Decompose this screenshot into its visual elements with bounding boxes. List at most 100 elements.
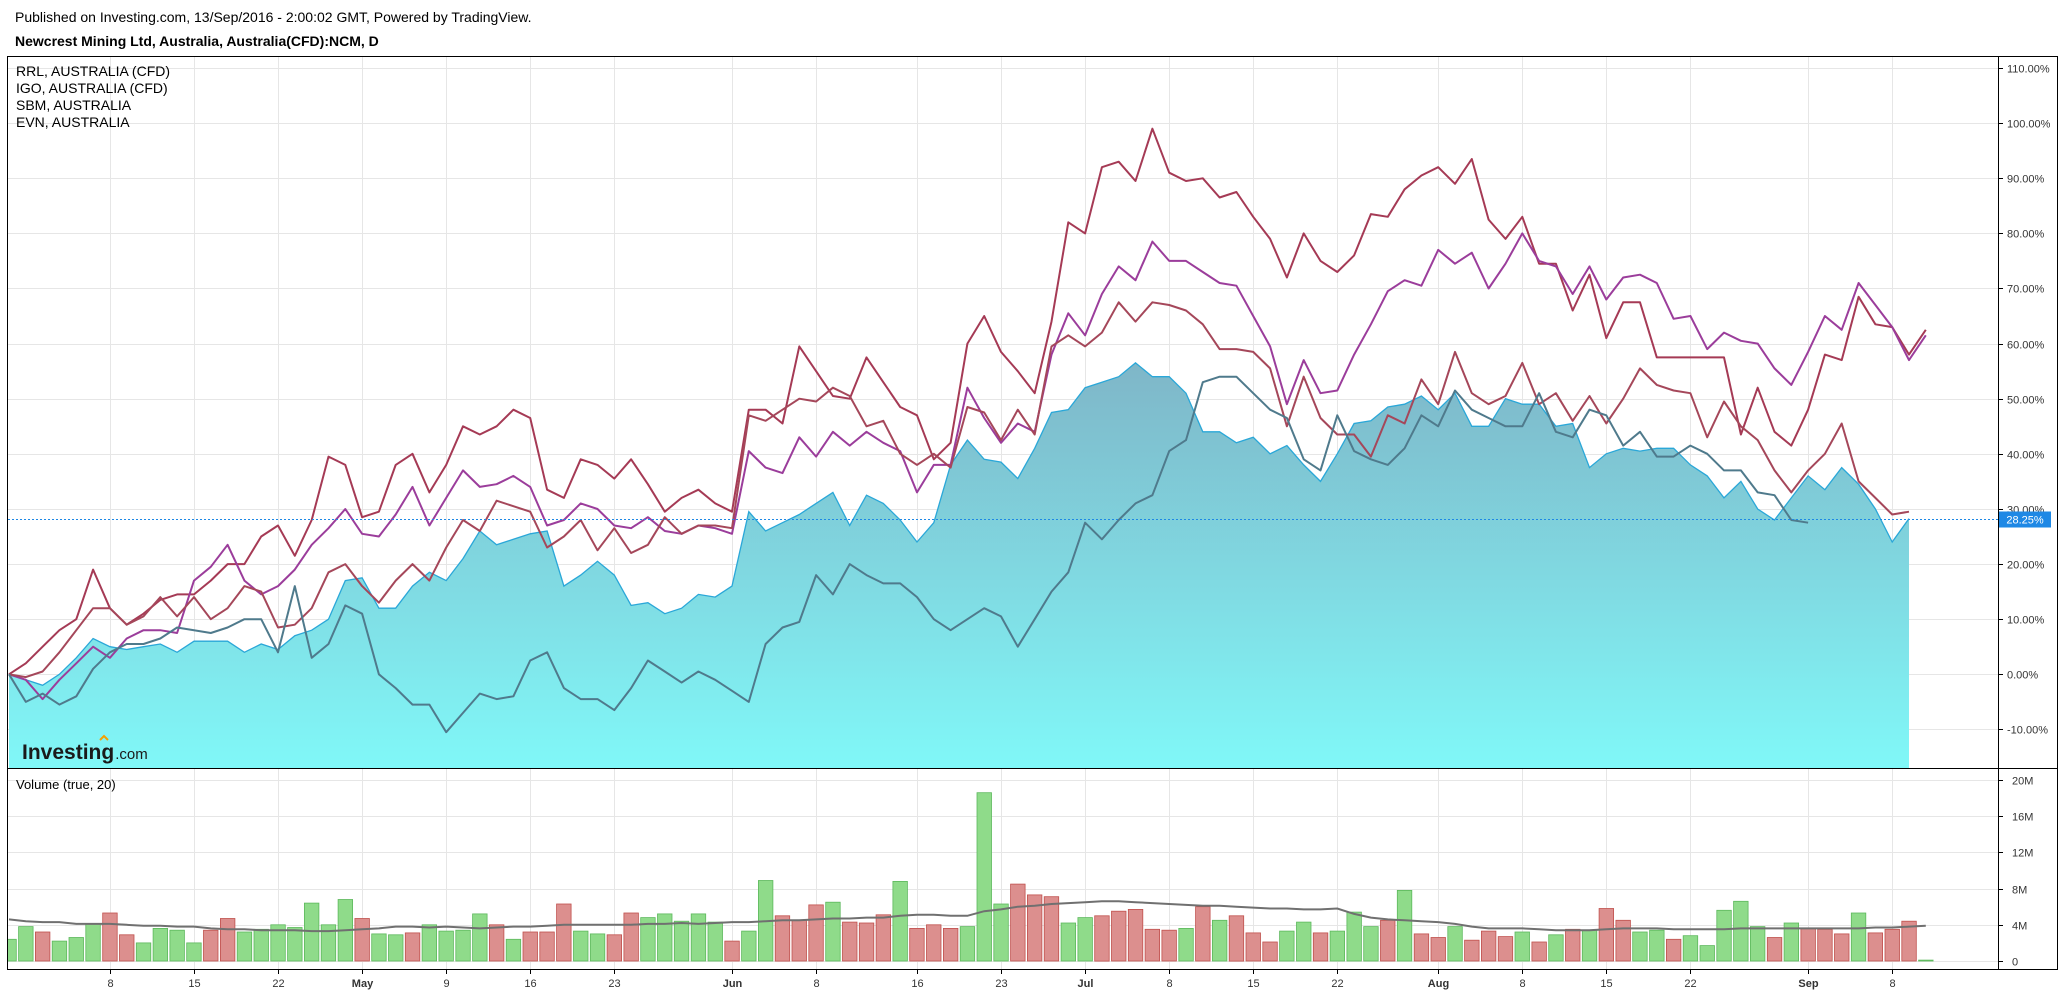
- volume-bar: [135, 942, 152, 962]
- volume-bar: [8, 938, 17, 962]
- ytick-label: 0.00%: [2007, 670, 2038, 682]
- xtick-label: 22: [1684, 978, 1696, 990]
- ytick-label: 60.00%: [2007, 340, 2045, 352]
- volume-bar: [1800, 928, 1816, 962]
- xtick-label: 23: [995, 978, 1007, 990]
- volume-bar: [1497, 936, 1514, 962]
- volume-bar: [18, 926, 34, 962]
- ytick-label: 100.00%: [2007, 119, 2051, 131]
- xtick-label: 23: [608, 978, 620, 990]
- line-rrl: [8, 127, 1927, 676]
- volume-bar: [1161, 929, 1177, 962]
- volume-bar: [1733, 900, 1749, 962]
- volume-bar: [774, 915, 791, 962]
- line-evn: [8, 375, 1809, 734]
- volume-bar: [102, 912, 118, 962]
- xtick-label: Jun: [723, 978, 743, 990]
- volume-bar: [1043, 896, 1060, 962]
- volume-ytick-label: 16M: [2012, 812, 2033, 824]
- xtick-label: Aug: [1428, 978, 1449, 990]
- volume-bar: [875, 914, 891, 962]
- volume-bar: [1245, 932, 1261, 962]
- ytick-label: 50.00%: [2007, 395, 2045, 407]
- volume-bar: [1632, 931, 1648, 962]
- ytick-label: 110.00%: [2007, 64, 2050, 76]
- volume-bar: [203, 929, 219, 962]
- volume-bar: [51, 940, 68, 962]
- volume-bar: [690, 913, 707, 962]
- volume-bar: [1699, 945, 1715, 962]
- xtick-label: 16: [524, 978, 536, 990]
- xtick-label: 8: [1166, 978, 1172, 990]
- last-value-badge: [1999, 511, 2051, 528]
- logo-suffix: .com: [115, 746, 148, 763]
- volume-bar: [1127, 909, 1144, 962]
- volume-bar: [1346, 911, 1362, 962]
- volume-bar: [1077, 917, 1093, 962]
- xtick-label: 16: [911, 978, 923, 990]
- xtick-label: 8: [107, 978, 113, 990]
- volume-bar: [1396, 890, 1413, 962]
- xtick-label: 8: [1519, 978, 1525, 990]
- volume-bar: [1884, 928, 1900, 962]
- volume-bar: [85, 923, 101, 962]
- volume-bar: [35, 931, 51, 962]
- volume-bar: [270, 924, 286, 962]
- investing-logo: Investing .com: [22, 734, 148, 764]
- volume-bar: [505, 938, 522, 962]
- xtick-label: 15: [1247, 978, 1259, 990]
- volume-bar: [556, 903, 572, 962]
- volume-bar: [1783, 922, 1799, 962]
- legend-entry: RRL, AUSTRALIA (CFD): [16, 63, 170, 79]
- volume-bar: [1867, 932, 1883, 962]
- volume-bar: [606, 934, 622, 962]
- volume-bar: [236, 931, 253, 962]
- volume-bar: [1531, 941, 1547, 962]
- xtick-label: 8: [1889, 978, 1895, 990]
- volume-bar: [1027, 894, 1043, 962]
- volume-bar: [825, 901, 841, 962]
- ytick-label: 10.00%: [2007, 615, 2045, 627]
- volume-bar: [354, 918, 370, 962]
- volume-bar: [438, 930, 454, 962]
- volume-plot: [8, 792, 1934, 962]
- volume-bar: [371, 933, 387, 962]
- legend-entry: SBM, AUSTRALIA: [16, 97, 132, 113]
- xtick-label: 22: [1331, 978, 1343, 990]
- volume-bar: [791, 919, 807, 962]
- legend: RRL, AUSTRALIA (CFD)IGO, AUSTRALIA (CFD)…: [16, 63, 170, 130]
- volume-bar: [68, 937, 84, 962]
- ytick-label: 70.00%: [2007, 284, 2045, 296]
- xtick-label: 15: [188, 978, 200, 990]
- volume-bar: [253, 928, 269, 962]
- volume-bar: [1447, 926, 1463, 962]
- volume-bar: [1548, 934, 1564, 962]
- volume-title: Volume (true, 20): [16, 777, 116, 792]
- xtick-label: May: [352, 978, 374, 990]
- volume-bar: [1766, 937, 1783, 962]
- volume-bar: [943, 928, 959, 962]
- ytick-label: -10.00%: [2007, 725, 2048, 737]
- volume-bar: [707, 921, 723, 962]
- volume-bar: [472, 913, 488, 962]
- area-fill-newcrest: [9, 362, 1909, 768]
- volume-bar: [1094, 915, 1110, 962]
- volume-bar: [976, 792, 992, 962]
- volume-bar: [455, 929, 471, 962]
- volume-bar: [421, 924, 438, 962]
- volume-bar: [1178, 928, 1194, 962]
- volume-bar: [741, 930, 757, 962]
- volume-ytick-label: 20M: [2012, 776, 2033, 788]
- volume-ytick-label: 4M: [2012, 921, 2027, 933]
- xtick-label: Jul: [1078, 978, 1094, 990]
- legend-entry: EVN, AUSTRALIA: [16, 114, 130, 130]
- ytick-label: 90.00%: [2007, 174, 2045, 186]
- volume-ma-line: [8, 900, 1926, 933]
- volume-bar: [1481, 930, 1497, 962]
- volume-bar: [1834, 933, 1850, 962]
- volume-bar: [1060, 922, 1076, 962]
- symbol-title: Newcrest Mining Ltd, Australia, Australi…: [15, 33, 379, 49]
- volume-bar: [623, 912, 639, 962]
- volume-bar: [959, 926, 976, 962]
